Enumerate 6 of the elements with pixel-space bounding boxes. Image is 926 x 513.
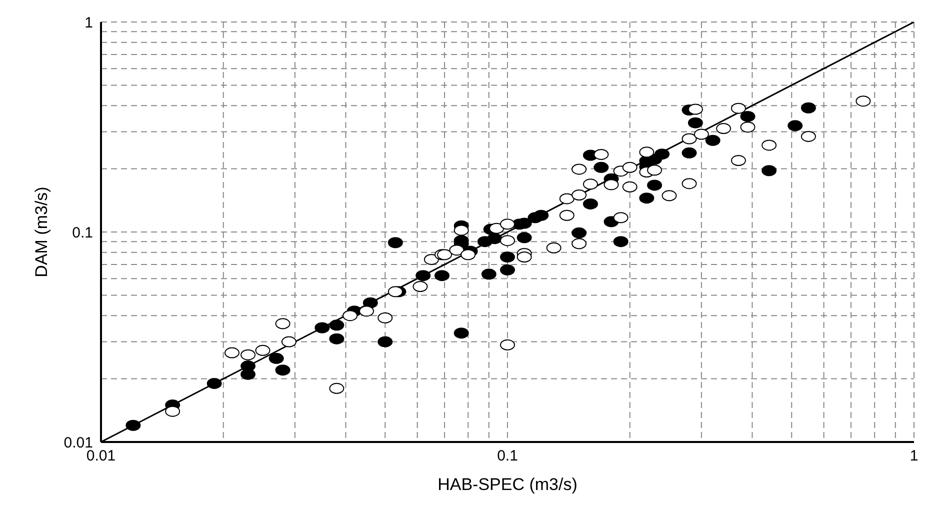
x-tick-label: 0.1 xyxy=(497,448,518,465)
y-axis-title: DAM (m3/s) xyxy=(32,186,52,278)
y-tick-label: 0.1 xyxy=(72,224,93,242)
x-axis-title: HAB-SPEC (m3/s) xyxy=(438,475,578,494)
y-tick-label: 1 xyxy=(84,14,93,32)
x-tick-label: 1 xyxy=(910,448,918,465)
